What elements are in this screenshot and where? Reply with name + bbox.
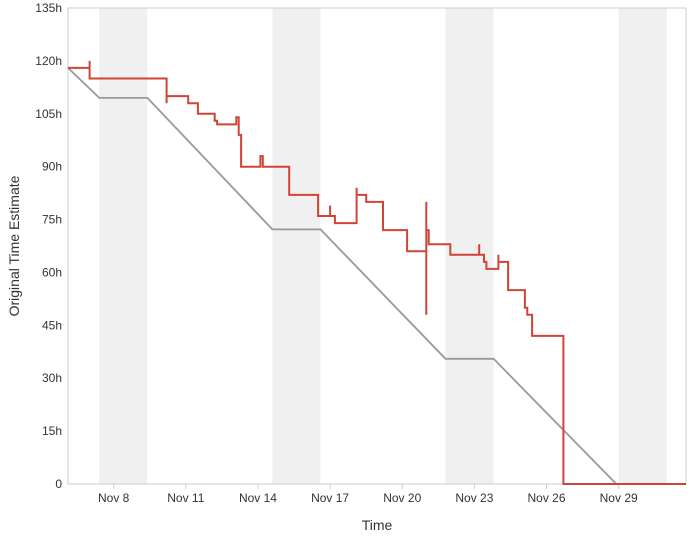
y-tick-label: 135h [35, 1, 62, 15]
x-tick-label: Nov 23 [455, 491, 493, 505]
x-tick-label: Nov 17 [311, 491, 349, 505]
non-working-bands [99, 8, 667, 484]
x-tick-label: Nov 29 [600, 491, 638, 505]
y-tick-label: 30h [42, 371, 62, 385]
y-axis-label: Original Time Estimate [6, 175, 22, 316]
non-working-band-1 [272, 8, 321, 484]
x-tick-label: Nov 20 [383, 491, 421, 505]
y-tick-label: 45h [42, 318, 62, 332]
x-axis-label: Time [362, 517, 393, 533]
series-lines [67, 60, 686, 485]
x-tick-label: Nov 26 [528, 491, 566, 505]
non-working-band-2 [445, 8, 494, 484]
x-axis-ticks: Nov 8 Nov 11 Nov 14 Nov 17 Nov 20 Nov 23 Nov 2… [98, 484, 638, 505]
y-tick-label: 60h [42, 265, 62, 279]
x-tick-label: Nov 14 [239, 491, 277, 505]
remaining-line [68, 60, 686, 485]
y-tick-label: 0 [55, 477, 62, 491]
y-axis-ticks: 0 15h 30h 45h 60h 75h 90h 105h 120h 135h [35, 1, 62, 491]
plot-area-frame [67, 7, 687, 485]
x-tick-label: Nov 8 [98, 491, 130, 505]
y-tick-label: 120h [35, 54, 62, 68]
y-tick-label: 105h [35, 107, 62, 121]
x-tick-label: Nov 11 [167, 491, 204, 505]
non-working-band-0 [99, 8, 148, 484]
non-working-band-3 [618, 8, 667, 484]
guideline-line [67, 67, 686, 485]
y-tick-label: 75h [42, 213, 62, 227]
y-tick-label: 15h [42, 424, 62, 438]
y-tick-label: 90h [42, 160, 62, 174]
